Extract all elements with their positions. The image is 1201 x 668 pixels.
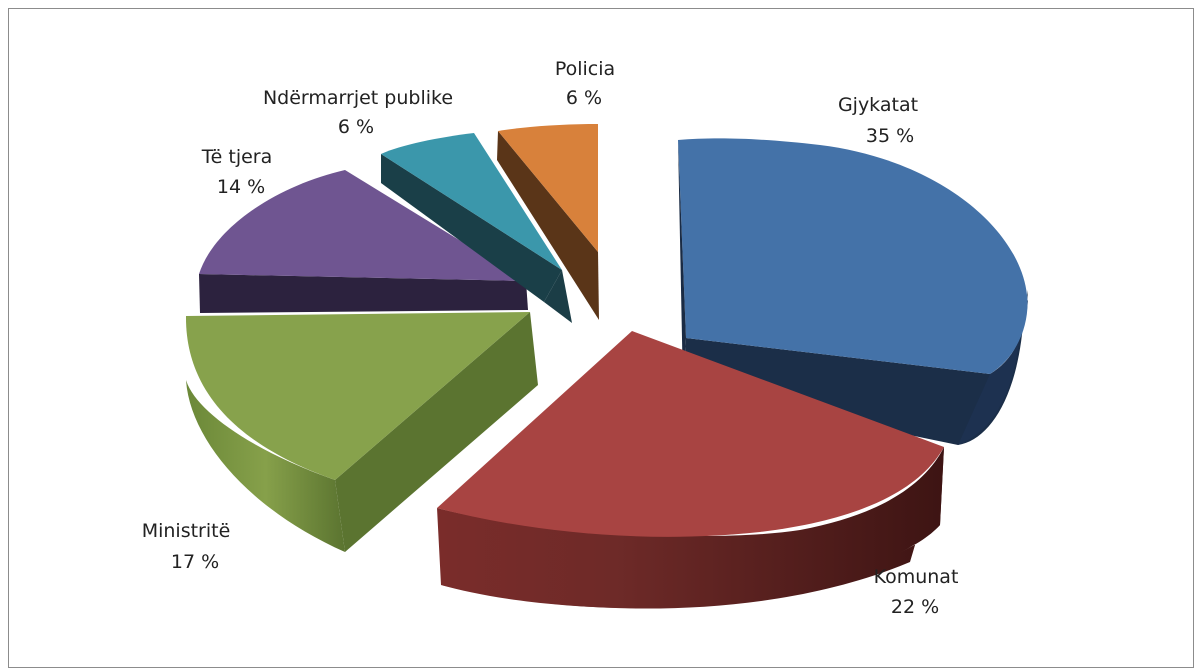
- slice-te-tjera-side: [199, 274, 528, 313]
- label-komunat: Komunat 22 %: [874, 566, 959, 618]
- slice-ministrite-top: [185, 312, 530, 480]
- svg-text:Policia: Policia: [555, 58, 615, 80]
- svg-text:22 %: 22 %: [891, 596, 939, 618]
- svg-text:14 %: 14 %: [217, 176, 265, 198]
- slice-gjykatat-top: [678, 138, 1028, 374]
- label-gjykatat: Gjykatat 35 %: [838, 94, 918, 147]
- pie-chart: Gjykatat 35 % Komunat 22 % Ministritë 17…: [142, 58, 1028, 618]
- slice-policia-side: [497, 131, 599, 320]
- slice-komunat: [437, 331, 944, 609]
- slice-gjykatat-side: [683, 290, 1028, 445]
- svg-text:Komunat: Komunat: [874, 566, 959, 588]
- slice-ministrite: [185, 312, 538, 552]
- slice-te-tjera-top: [199, 170, 526, 281]
- slice-policia: [497, 124, 599, 320]
- svg-text:Ndërmarrjet publike: Ndërmarrjet publike: [263, 87, 453, 109]
- svg-text:17 %: 17 %: [171, 551, 219, 573]
- slice-policia-top: [498, 124, 598, 252]
- label-ndermarrjet: Ndërmarrjet publike 6 %: [263, 87, 453, 138]
- slice-ndermarrjet: [381, 133, 572, 323]
- svg-text:Të tjera: Të tjera: [201, 146, 273, 168]
- svg-text:6 %: 6 %: [338, 116, 374, 138]
- slice-ndermarrjet-top: [381, 133, 562, 270]
- slice-gjykatat-front: [958, 300, 1028, 445]
- label-te-tjera: Të tjera 14 %: [201, 146, 273, 198]
- slice-ndermarrjet-side: [381, 154, 562, 302]
- label-policia: Policia 6 %: [555, 58, 615, 109]
- svg-text:Gjykatat: Gjykatat: [838, 94, 918, 116]
- slice-ministrite-side: [186, 380, 345, 552]
- label-ministrite: Ministritë 17 %: [142, 520, 231, 573]
- slice-komunat-top: [437, 331, 944, 537]
- slice-gjykatat: [678, 138, 1028, 445]
- svg-text:Ministritë: Ministritë: [142, 520, 231, 542]
- svg-text:6 %: 6 %: [566, 87, 602, 109]
- svg-text:35 %: 35 %: [866, 125, 914, 147]
- slice-te-tjera: [199, 170, 528, 313]
